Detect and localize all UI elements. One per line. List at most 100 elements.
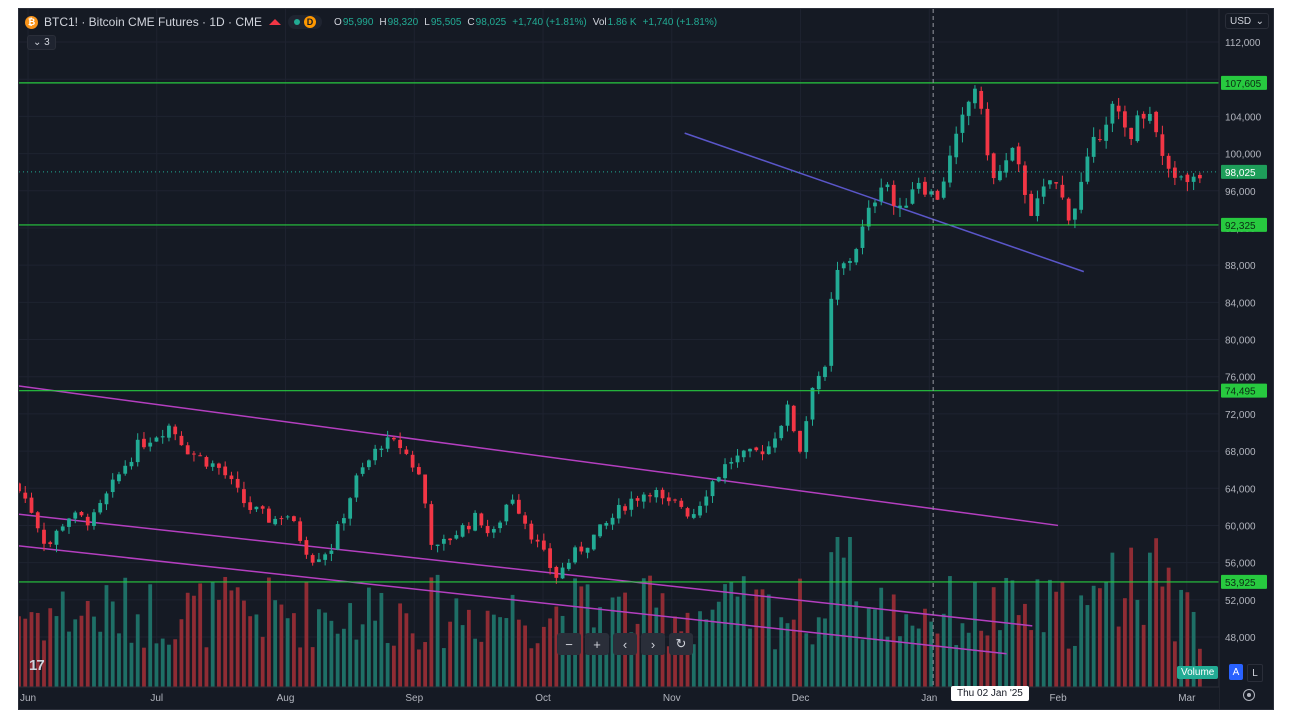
- scroll-right-button[interactable]: ›: [641, 633, 665, 655]
- volume-bar: [104, 585, 109, 687]
- candle-body: [98, 503, 103, 513]
- volume-bar: [848, 537, 852, 687]
- candle-body: [441, 538, 446, 544]
- candle-body: [229, 475, 234, 480]
- volume-bar: [360, 624, 365, 687]
- reset-chart-button[interactable]: ↻: [669, 633, 693, 655]
- volume-bar: [835, 537, 840, 687]
- volume-bar: [267, 577, 271, 687]
- auto-scale-button[interactable]: A: [1229, 664, 1243, 680]
- candle-body: [791, 405, 796, 432]
- x-tick-label: Mar: [1178, 693, 1196, 704]
- volume-bar: [929, 621, 934, 687]
- candle-body: [35, 512, 40, 529]
- change-value: +1,740 (+1.81%): [512, 16, 587, 28]
- candle-body: [273, 518, 278, 525]
- candle-body: [460, 525, 465, 537]
- volume-bar: [167, 644, 171, 687]
- candle-body: [1179, 176, 1184, 178]
- volume-bar: [1004, 577, 1009, 687]
- volume-bar: [648, 575, 652, 687]
- volume-bar: [985, 635, 990, 687]
- zoom-in-button[interactable]: +: [585, 633, 609, 655]
- candle-body: [716, 477, 721, 482]
- candle-body: [335, 524, 340, 550]
- candle-body: [741, 450, 746, 458]
- candle-body: [1016, 146, 1021, 165]
- volume-bar: [235, 587, 240, 687]
- candle-body: [154, 437, 159, 442]
- candle-body: [1197, 174, 1202, 179]
- volume-value: 1.86 K: [607, 16, 637, 28]
- volume-bar: [885, 636, 890, 687]
- candle-body: [579, 546, 584, 552]
- volume-bar: [666, 646, 671, 687]
- volume-bar: [610, 597, 615, 687]
- volume-bar: [1185, 592, 1190, 687]
- candle-body: [666, 497, 671, 502]
- low-value: 95,505: [430, 16, 462, 28]
- candle-body: [79, 512, 84, 516]
- chevron-down-icon: ⌄: [1255, 15, 1264, 27]
- volume-bar: [591, 627, 596, 687]
- candle-body: [829, 298, 834, 366]
- level-price-tag: [1221, 75, 1267, 90]
- market-status[interactable]: D: [288, 15, 323, 29]
- volume-scale-badge[interactable]: Volume: [1177, 666, 1219, 679]
- candle-body: [279, 518, 284, 520]
- volume-bar: [554, 606, 559, 687]
- volume-bar: [1141, 624, 1146, 687]
- candle-body: [591, 534, 596, 550]
- candle-body: [348, 498, 353, 519]
- volume-bar: [473, 638, 478, 687]
- candle-body: [729, 461, 734, 464]
- candle-body: [504, 504, 509, 522]
- candle-body: [654, 490, 659, 498]
- volume-bar: [354, 639, 359, 687]
- candle-body: [866, 207, 871, 227]
- candle-body: [167, 425, 171, 438]
- volume-bar: [1048, 579, 1052, 687]
- currency-select[interactable]: USD ⌄: [1225, 13, 1269, 29]
- candle-body: [910, 189, 915, 204]
- candle-body: [541, 540, 546, 550]
- candle-body: [423, 474, 428, 504]
- flag-icon[interactable]: [269, 19, 282, 25]
- collapse-indicators-button[interactable]: ⌄ 3: [27, 35, 56, 50]
- volume-bar: [1091, 585, 1096, 687]
- candle-body: [523, 515, 527, 524]
- candle-body: [373, 448, 378, 461]
- symbol-title[interactable]: BTC1! · Bitcoin CME Futures · 1D · CME: [44, 15, 263, 29]
- volume-bar: [635, 623, 640, 687]
- volume-bar: [335, 633, 340, 687]
- volume-bar: [416, 649, 421, 687]
- x-tick-label: Jan: [921, 693, 937, 704]
- candle-body: [748, 448, 752, 452]
- candle-body: [1079, 181, 1084, 210]
- level-price-tag: [1221, 383, 1267, 398]
- volume-bar: [1073, 645, 1077, 687]
- volume-bar: [73, 619, 78, 687]
- volume-bar: [760, 589, 765, 687]
- candle-body: [710, 481, 715, 497]
- candle-body: [435, 544, 440, 547]
- log-scale-button[interactable]: L: [1247, 664, 1263, 682]
- volume-bar: [192, 595, 196, 687]
- candle-body: [479, 513, 484, 526]
- volume-bar: [735, 596, 740, 687]
- volume-bar: [910, 625, 915, 687]
- candle-body: [217, 463, 221, 468]
- zoom-out-button[interactable]: −: [557, 633, 581, 655]
- chart-canvas[interactable]: 48,000 52,000 56,000 60,000 64,000 68,000 72,0…: [19, 9, 1273, 709]
- volume-bar: [67, 631, 71, 687]
- volume-bar: [48, 608, 53, 687]
- candle-body: [198, 455, 203, 457]
- y-tick-label: 88,000: [1225, 261, 1256, 272]
- candle-body: [491, 529, 496, 533]
- tradingview-logo[interactable]: 17: [29, 657, 45, 674]
- scroll-left-button[interactable]: ‹: [613, 633, 637, 655]
- gear-icon[interactable]: [1243, 689, 1255, 701]
- volume-bar: [1029, 630, 1034, 687]
- y-tick-label: 48,000: [1225, 633, 1256, 644]
- volume-bar: [248, 616, 253, 687]
